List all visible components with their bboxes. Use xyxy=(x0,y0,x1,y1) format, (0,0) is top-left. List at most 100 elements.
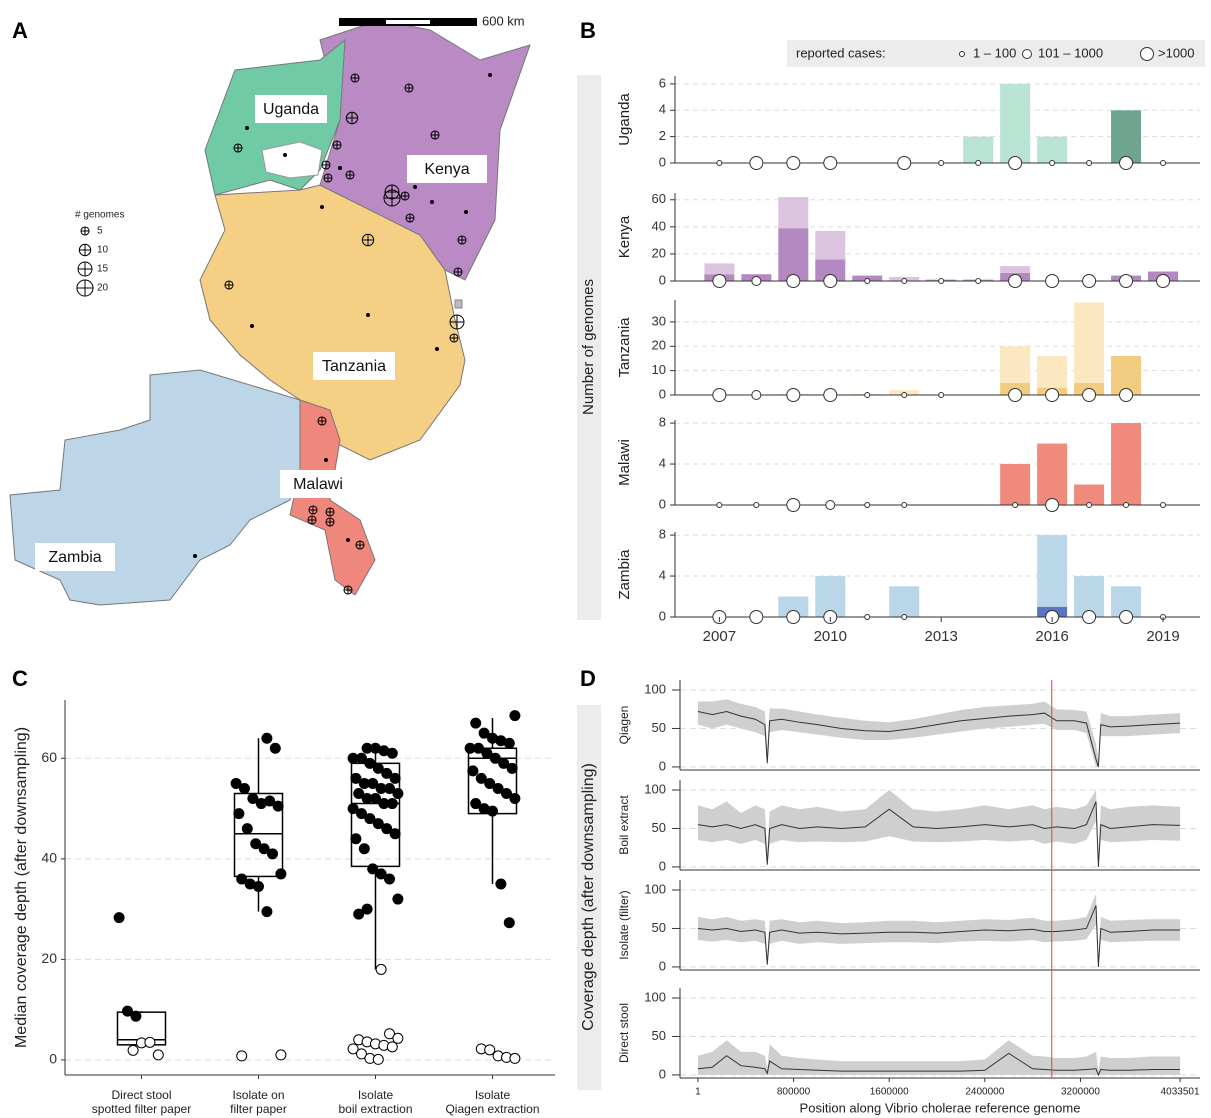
y-tick-label: 4 xyxy=(659,455,666,470)
x-tick-label: Isolate on xyxy=(232,1088,284,1102)
legend-marker xyxy=(76,279,94,297)
data-point xyxy=(381,823,393,835)
coverage-band xyxy=(697,893,1181,967)
facet-label: Tanzania xyxy=(616,317,633,378)
case-marker xyxy=(1156,274,1171,288)
x-tick-label: 2400000 xyxy=(965,1087,1004,1098)
legend-label: 20 xyxy=(97,283,109,294)
case-marker xyxy=(975,278,982,284)
site-marker xyxy=(400,191,410,201)
legend-marker xyxy=(78,243,92,257)
case-marker xyxy=(1045,388,1060,402)
x-tick-label: Qiagen extraction xyxy=(445,1102,539,1116)
site-marker xyxy=(325,517,335,527)
data-point xyxy=(503,737,515,749)
y-tick-label: 50 xyxy=(652,1028,666,1043)
y-tick-label: 8 xyxy=(659,527,666,542)
bar xyxy=(1000,83,1031,163)
data-point xyxy=(372,762,384,774)
legend-label: 15 xyxy=(97,264,109,275)
country-label: Tanzania xyxy=(322,358,386,375)
case-marker xyxy=(938,392,945,398)
map-legend-title: # genomes xyxy=(75,210,124,221)
case-marker xyxy=(1119,388,1134,402)
bar xyxy=(778,197,809,229)
site-marker xyxy=(317,416,327,426)
data-point xyxy=(392,787,404,799)
bar xyxy=(1037,535,1068,607)
y-tick-label: 100 xyxy=(644,781,666,796)
x-tick-label: Isolate xyxy=(475,1088,511,1102)
bar xyxy=(1000,464,1031,505)
legend-marker xyxy=(1022,49,1032,59)
case-marker xyxy=(1160,160,1167,166)
data-point xyxy=(389,772,401,784)
x-tick-label: 1600000 xyxy=(870,1087,909,1098)
bar xyxy=(1037,443,1068,505)
x-tick-label: 3200000 xyxy=(1061,1087,1100,1098)
y-tick-label: 50 xyxy=(652,820,666,835)
facet-label: Boil extract xyxy=(617,795,631,855)
x-tick-label: boil extraction xyxy=(338,1102,412,1116)
case-marker xyxy=(786,498,801,512)
bar xyxy=(704,263,735,275)
case-marker xyxy=(901,278,908,284)
data-point xyxy=(386,798,398,810)
label-box xyxy=(407,155,487,183)
facet-label: Qiagen xyxy=(617,706,631,745)
bar xyxy=(963,136,994,163)
data-point xyxy=(367,863,379,875)
site-marker xyxy=(343,585,353,595)
bar xyxy=(778,228,809,281)
data-point xyxy=(470,798,482,810)
data-point xyxy=(241,823,253,835)
site-marker xyxy=(233,143,243,153)
case-marker xyxy=(823,156,838,170)
case-marker xyxy=(1012,502,1019,508)
site-marker xyxy=(320,205,324,209)
data-point xyxy=(370,793,381,805)
kenya-region xyxy=(319,19,531,281)
data-point xyxy=(492,782,504,794)
data-point xyxy=(384,1028,395,1040)
facet-label: Direct stool xyxy=(617,1003,631,1063)
bar xyxy=(1000,266,1031,273)
data-point xyxy=(358,843,370,855)
y-tick-label: 0 xyxy=(49,1051,57,1067)
x-tick-label: 4033501 xyxy=(1161,1087,1200,1098)
legend-title: reported cases: xyxy=(796,45,886,60)
site-marker xyxy=(361,233,375,247)
case-marker xyxy=(786,610,801,624)
data-point xyxy=(236,1050,248,1062)
data-point xyxy=(356,808,367,820)
x-tick-label: 2007 xyxy=(703,628,736,645)
data-point xyxy=(392,1032,404,1044)
x-axis-label: Position along Vibrio cholerae reference… xyxy=(800,1100,1081,1115)
data-point xyxy=(487,805,498,817)
data-point xyxy=(484,1044,496,1056)
coverage-line xyxy=(697,905,1181,967)
data-point xyxy=(130,1010,142,1022)
case-marker xyxy=(1086,502,1093,508)
y-tick-label: 0 xyxy=(659,1066,666,1081)
y-tick-label: 20 xyxy=(652,338,666,353)
data-point xyxy=(509,710,521,722)
data-point xyxy=(275,1049,287,1061)
data-point xyxy=(384,873,395,885)
y-tick-label: 2 xyxy=(659,128,666,143)
facet-label: Uganda xyxy=(616,93,633,146)
data-point xyxy=(375,868,387,880)
data-point xyxy=(267,848,278,860)
data-point xyxy=(253,880,264,892)
case-marker xyxy=(823,388,838,402)
y-tick-label: 0 xyxy=(659,958,666,973)
bar xyxy=(889,586,920,617)
data-point xyxy=(122,1005,133,1017)
y-tick-label: 0 xyxy=(659,758,666,773)
country-label: Zambia xyxy=(48,549,101,566)
data-point xyxy=(350,772,362,784)
case-marker xyxy=(1082,610,1097,624)
case-marker xyxy=(753,502,760,508)
data-point xyxy=(113,912,125,924)
panel-label: C xyxy=(12,666,28,691)
